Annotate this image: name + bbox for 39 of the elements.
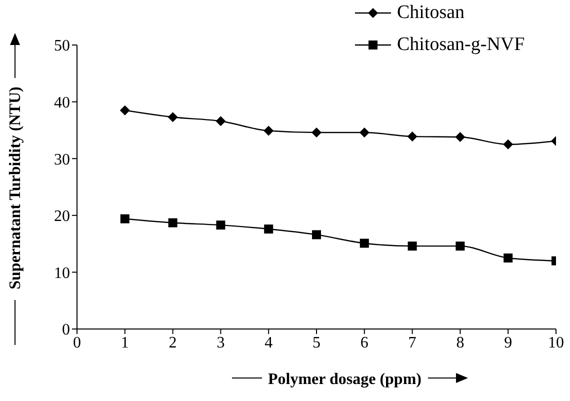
- point: [360, 238, 369, 248]
- x-tick-label: 6: [360, 334, 368, 352]
- point: [216, 220, 226, 230]
- x-tick-label: 2: [168, 334, 177, 352]
- y-tick-label: 30: [54, 151, 70, 168]
- point: [312, 230, 321, 240]
- y-tick-label: 0: [62, 322, 70, 339]
- point: [359, 127, 370, 138]
- x-tick-label: 10: [548, 334, 564, 352]
- point: [264, 224, 274, 234]
- x-tick-label: 1: [120, 334, 129, 352]
- y-tick-label: 10: [54, 264, 70, 282]
- y-axis-title: Supernatant Turbidity (NTU): [7, 86, 24, 290]
- point: [408, 242, 417, 251]
- point: [216, 116, 226, 126]
- legend-label: Chitosan-g-NVF: [397, 34, 525, 56]
- legend-label: Chitosan: [397, 2, 465, 24]
- x-tick-label: 7: [408, 334, 416, 352]
- point: [120, 105, 130, 116]
- x-tick-label: 0: [73, 334, 81, 352]
- y-tick-label: 20: [54, 208, 70, 226]
- x-tick-label: 3: [216, 334, 225, 352]
- x-tick-label: 8: [456, 334, 464, 352]
- point: [455, 132, 466, 142]
- point: [120, 214, 130, 224]
- point: [407, 131, 418, 142]
- x-tick-label: 9: [504, 334, 512, 352]
- y-tick-label: 40: [54, 94, 70, 112]
- point: [264, 126, 274, 136]
- point: [503, 139, 514, 150]
- x-tick-label: 4: [264, 334, 273, 352]
- y-tick-label: 50: [54, 38, 70, 55]
- x-axis-title: Polymer dosage (ppm): [268, 371, 422, 388]
- point: [168, 218, 178, 228]
- x-tick-label: 5: [312, 334, 320, 352]
- point: [312, 127, 322, 138]
- point: [456, 242, 465, 251]
- point: [168, 112, 178, 122]
- point: [504, 254, 513, 262]
